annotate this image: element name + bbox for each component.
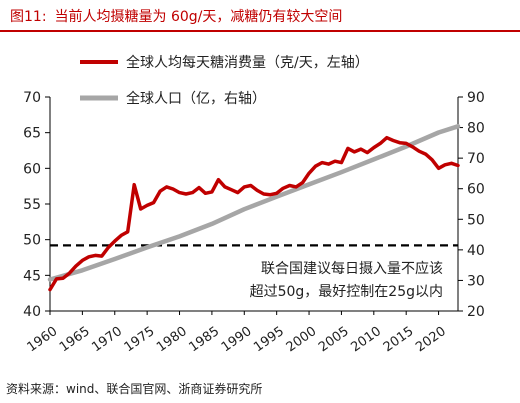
x-tick-label: 1990 — [219, 324, 255, 355]
right-tick-label: 50 — [467, 212, 485, 228]
left-tick-label: 60 — [23, 161, 41, 177]
title-rule — [0, 30, 520, 32]
x-tick-label: 2015 — [381, 324, 417, 355]
left-tick-label: 70 — [23, 90, 41, 106]
x-tick-label: 2005 — [316, 324, 352, 355]
left-tick-label: 55 — [23, 197, 41, 213]
x-tick-label: 1980 — [154, 324, 190, 355]
right-tick-label: 70 — [467, 151, 485, 167]
x-tick-label: 1995 — [251, 324, 287, 355]
x-tick-label: 2020 — [413, 324, 449, 355]
right-tick-label: 60 — [467, 182, 485, 198]
annotation-line-2: 超过50g，最好控制在25g以内 — [250, 284, 443, 300]
sugar-line — [48, 135, 460, 292]
right-tick-label: 90 — [467, 90, 485, 106]
x-tick-label: 2010 — [348, 324, 384, 355]
figure-title-text: 当前人均摄糖量为 60g/天，减糖仍有较大空间 — [54, 9, 343, 25]
x-tick-label: 1965 — [57, 324, 93, 355]
left-tick-label: 40 — [23, 304, 41, 320]
right-tick-label: 80 — [467, 121, 485, 137]
x-tick-label: 1985 — [186, 324, 222, 355]
population-line — [47, 124, 461, 282]
figure-title: 图11: 当前人均摄糖量为 60g/天，减糖仍有较大空间 — [10, 6, 342, 26]
x-tick-label: 1960 — [25, 324, 61, 355]
legend-label-population: 全球人口（亿，右轴） — [126, 90, 266, 107]
annotation-line-1: 联合国建议每日摄入量不应该 — [261, 260, 443, 277]
x-tick-label: 1975 — [122, 324, 158, 355]
source-note: 资料来源：wind、联合国官网、浙商证券研究所 — [6, 382, 263, 396]
figure-number: 图11: — [10, 9, 47, 25]
right-tick-label: 30 — [467, 273, 485, 289]
left-tick-label: 45 — [23, 268, 41, 284]
left-tick-label: 50 — [23, 233, 41, 249]
right-tick-label: 20 — [467, 304, 485, 320]
left-tick-label: 65 — [23, 126, 41, 142]
right-tick-label: 40 — [467, 243, 485, 259]
legend-label-sugar: 全球人均每天糖消费量（克/天，左轴） — [126, 54, 369, 71]
x-tick-label: 2000 — [284, 324, 320, 355]
x-tick-label: 1970 — [89, 324, 125, 355]
